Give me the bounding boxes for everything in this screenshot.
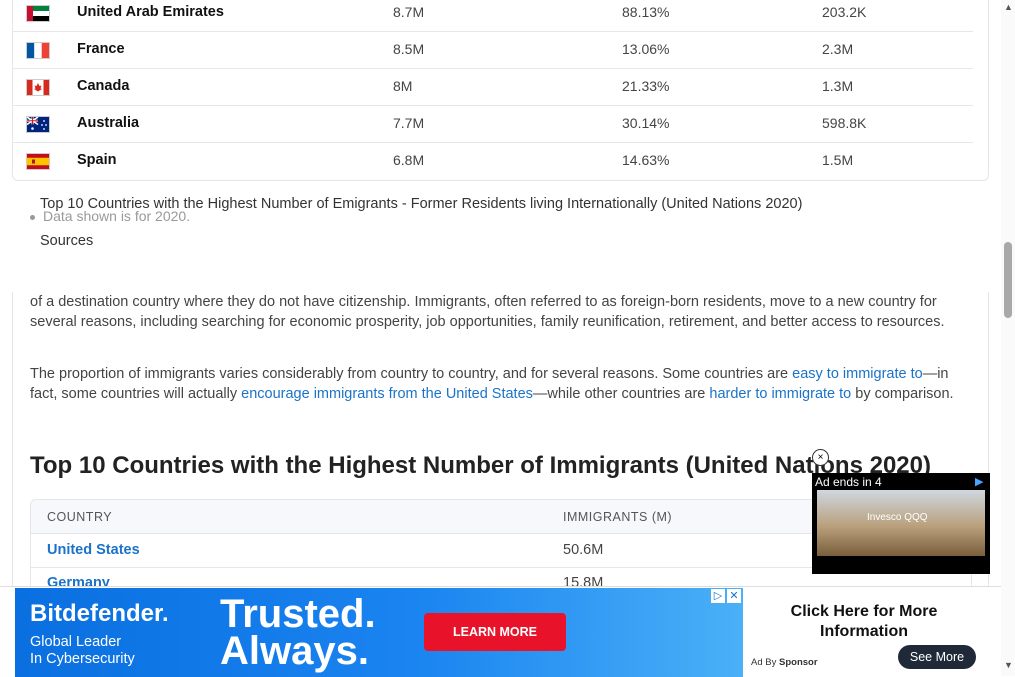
value-cell: 1.3M [822,78,854,94]
country-name: United Arab Emirates [77,4,224,20]
ad-logo: Bitdefender. [30,600,169,627]
ad-countdown: Ad ends in 4 [815,475,882,489]
ad-by-label: Ad By Sponsor [751,657,818,668]
france-flag-icon [26,42,50,59]
data-note-text: Data shown is for 2020. [43,208,191,224]
ad-tagline: In Cybersecurity [30,651,135,667]
column-header-country[interactable]: COUNTRY [47,510,113,524]
harder-to-immigrate-link[interactable]: harder to immigrate to [709,386,852,402]
table-row: Spain 6.8M 14.63% 1.5M [13,142,973,179]
close-icon[interactable]: × [812,449,829,466]
paragraph-1: of a destination country where they do n… [30,294,945,330]
ad-headline: Trusted. [220,592,376,636]
paragraph-text: The proportion of immigrants varies cons… [30,366,793,382]
spain-flag-icon [26,153,50,170]
see-more-button[interactable]: See More [898,645,976,669]
value-cell: 6.8M [393,152,425,168]
paragraph-text: by comparison. [851,386,954,402]
value-cell: 7.7M [393,115,425,131]
uae-flag-icon [26,5,50,22]
bullet-icon [30,214,35,220]
percent-cell: 14.63% [622,152,670,168]
ad-by-prefix: Ad By [751,657,779,668]
paragraph-2: The proportion of immigrants varies cons… [30,364,975,404]
adchoices-icon[interactable]: ▶ [975,476,984,488]
table-caption: Top 10 Countries with the Highest Number… [40,196,803,212]
table-row: Australia 7.7M 30.14% 598.8K [13,105,973,143]
scroll-down-icon[interactable]: ▼ [1004,660,1013,670]
ad-tagline: Global Leader [30,634,122,650]
country-name: France [77,41,125,57]
column-header-immigrants[interactable]: IMMIGRANTS (M) [563,510,673,524]
country-name: Australia [77,115,140,131]
value-cell: 8.7M [393,4,425,20]
emigrants-table: United Arab Emirates 8.7M 88.13% 203.2K … [12,0,989,181]
country-link[interactable]: United States [47,542,140,558]
value-cell: 8.5M [393,41,425,57]
paragraph-text: —in fact, some countries will actually [30,366,949,402]
scroll-up-icon[interactable]: ▲ [1004,2,1013,12]
adchoices-icon[interactable]: ▷ [711,589,725,603]
easy-to-immigrate-link[interactable]: easy to immigrate to [792,366,923,382]
ad-brand: Invesco QQQ [867,512,928,523]
encourage-immigrants-link[interactable]: encourage immigrants from the United Sta… [241,386,533,402]
ad-by-sponsor: Sponsor [779,657,818,668]
sponsor-headline[interactable]: Click Here for More Information [790,603,938,640]
percent-cell: 30.14% [622,115,670,131]
country-name: Canada [77,78,130,94]
ad-headline: Always. [220,629,369,673]
learn-more-button[interactable]: LEARN MORE [424,613,566,651]
section-heading: Top 10 Countries with the Highest Number… [30,452,931,479]
bitdefender-ad[interactable]: Bitdefender. Global Leader In Cybersecur… [15,588,743,677]
table-scroll-down-icon[interactable]: ▼ [988,164,989,174]
data-note: Data shown is for 2020. [30,208,190,224]
sources-toggle[interactable]: Sources [40,233,94,249]
value-cell: 203.2K [822,4,867,20]
table-row: Canada 8M 21.33% 1.3M [13,68,973,106]
table-row: United Arab Emirates 8.7M 88.13% 203.2K [13,0,973,32]
percent-cell: 88.13% [622,4,670,20]
value-cell: 1.5M [822,152,854,168]
table-row: France 8.5M 13.06% 2.3M [13,31,973,69]
percent-cell: 13.06% [622,41,670,57]
table-row: United States 50.6M [31,534,971,568]
value-cell: 50.6M [563,542,604,558]
video-ad[interactable]: × Ad ends in 4 ▶ Invesco QQQ [812,449,990,574]
scrollbar-thumb[interactable] [1004,242,1012,318]
percent-cell: 21.33% [622,78,670,94]
video-frame[interactable]: Invesco QQQ [817,490,985,556]
value-cell: 2.3M [822,41,854,57]
close-ad-icon[interactable]: ✕ [727,589,741,603]
bottom-ad-banner: Bitdefender. Global Leader In Cybersecur… [0,586,1001,677]
canada-flag-icon [26,79,50,96]
paragraph-text: —while other countries are [532,386,710,402]
australia-flag-icon [26,116,50,133]
value-cell: 598.8K [822,115,867,131]
country-name: Spain [77,152,117,168]
value-cell: 8M [393,78,413,94]
page-scrollbar[interactable]: ▲ ▼ [1001,0,1015,676]
